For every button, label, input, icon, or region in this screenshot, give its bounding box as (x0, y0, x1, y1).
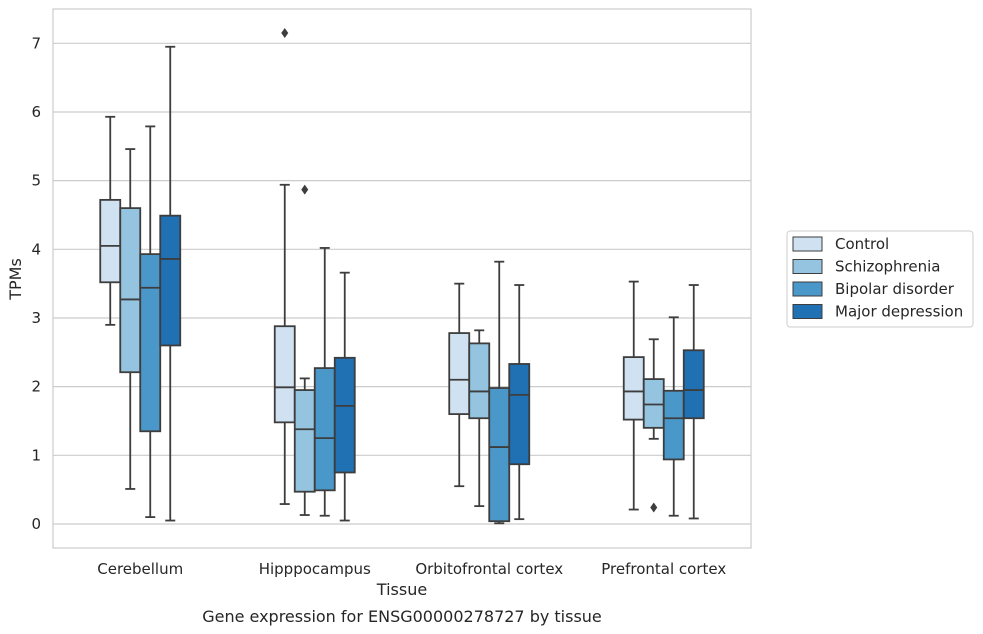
legend-entry: Bipolar disorder (835, 280, 955, 298)
box-group (642, 338, 665, 513)
legend-entry: Schizophrenia (835, 258, 940, 276)
box-group (333, 271, 356, 522)
box (642, 378, 665, 429)
y-tick-label: 4 (31, 240, 41, 258)
x-axis-ticks: Cerebellum Hipppocampus Orbitofrontal cort… (97, 560, 726, 578)
y-tick-label: 1 (31, 446, 41, 464)
x-tick-label: Cerebellum (97, 560, 183, 578)
legend-swatch (792, 304, 823, 319)
box (662, 389, 685, 461)
box (159, 214, 182, 347)
y-tick-label: 2 (31, 378, 41, 396)
box (448, 332, 471, 416)
y-axis-label: TPMs (6, 258, 25, 301)
box-group (448, 282, 471, 488)
y-axis-ticks: 0 1 2 3 4 5 6 7 (31, 34, 41, 533)
box (682, 349, 705, 420)
legend-entry: Control (835, 235, 889, 253)
box (293, 389, 316, 493)
box-group (468, 329, 491, 508)
box-group (682, 284, 705, 520)
box-group (99, 115, 122, 326)
box (622, 356, 645, 421)
box-group (508, 284, 531, 521)
box (99, 198, 122, 284)
legend-swatch (792, 281, 823, 297)
box-group (159, 45, 182, 522)
x-tick-label: Prefrontal cortex (601, 560, 726, 578)
box (313, 367, 336, 492)
y-tick-label: 0 (31, 515, 41, 533)
y-tick-label: 5 (31, 172, 41, 190)
box-group (273, 28, 296, 505)
box-group (488, 260, 511, 525)
legend: Control Schizophrenia Bipolar disorder Majo… (786, 230, 974, 328)
legend-frame (786, 230, 974, 328)
outlier-point (301, 184, 309, 195)
box (488, 387, 511, 523)
y-tick-label: 6 (31, 103, 41, 121)
legend-entry: Major depression (835, 303, 963, 321)
outlier-point (650, 502, 658, 513)
box-groups (99, 28, 705, 525)
legend-swatch (792, 259, 823, 274)
y-tick-label: 3 (31, 309, 41, 327)
box (333, 356, 356, 474)
box (139, 253, 162, 433)
box-group (119, 148, 142, 490)
box-group (662, 316, 685, 517)
box (468, 342, 491, 420)
box-group (139, 125, 162, 519)
outlier-point (281, 28, 289, 39)
x-tick-label: Orbitofrontal cortex (415, 560, 563, 578)
box (508, 363, 531, 466)
box (119, 207, 142, 374)
x-axis-label: Tissue (376, 580, 427, 599)
x-tick-label: Hipppocampus (259, 560, 371, 578)
chart-caption: Gene expression for ENSG00000278727 by t… (202, 607, 602, 626)
y-tick-label: 7 (31, 34, 41, 52)
legend-swatch (792, 236, 823, 252)
box (273, 325, 296, 424)
